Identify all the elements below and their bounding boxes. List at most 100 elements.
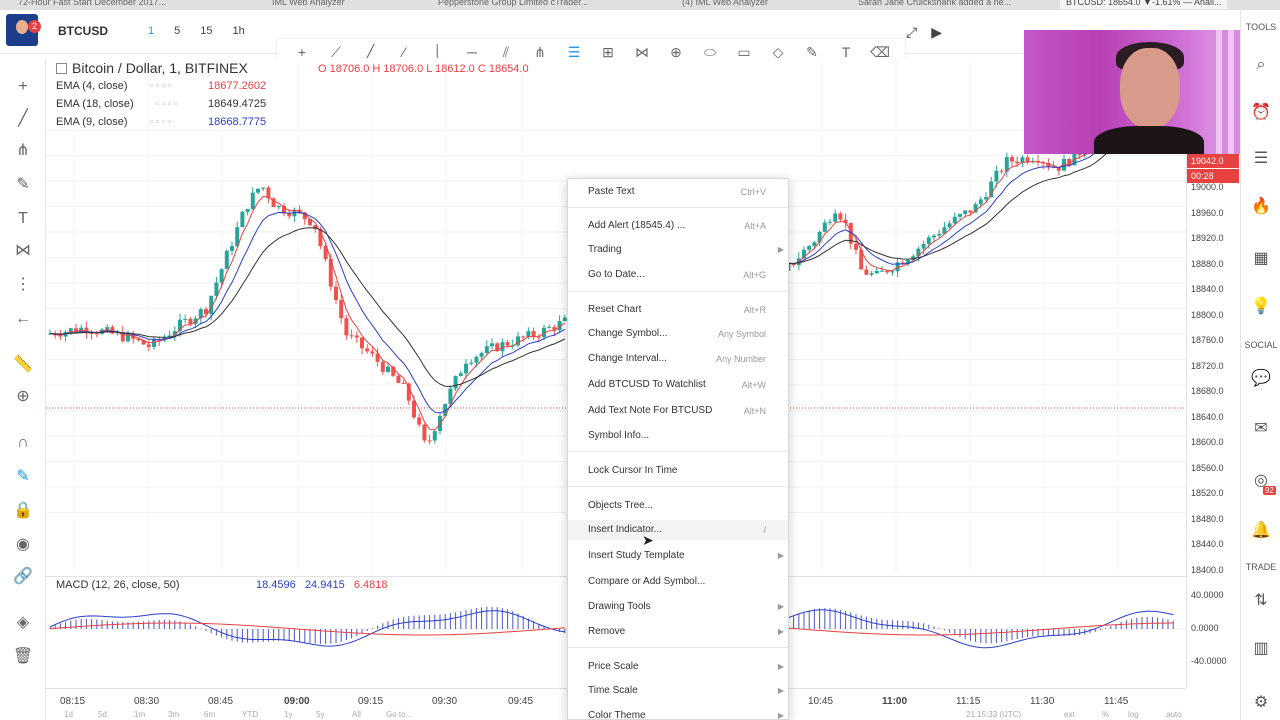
rectangle-icon[interactable]: ▭ [737,43,751,60]
browser-tab[interactable]: 72-Hour Fast Start December 2017... [18,0,167,7]
eye-icon[interactable]: ◉ [16,536,30,553]
menu-item-add-alert-18545-4[interactable]: Add Alert (18545.4) ... Alt+A [568,216,788,236]
vertical-line-icon[interactable]: │ [433,44,443,60]
date-range-button[interactable]: 3m [168,710,180,719]
back-arrow-icon[interactable]: ← [15,310,31,327]
browser-tab[interactable]: IML Web Analyzer [272,0,345,7]
date-range-button[interactable]: % [1102,710,1110,719]
dom-icon[interactable]: ▥ [1253,640,1269,657]
trading-panel-icon[interactable]: ⇅ [1254,592,1268,609]
trend-line-icon[interactable]: ⟋ [331,43,341,60]
date-range-button[interactable]: ext [1064,710,1075,719]
layers-icon[interactable]: ◈ [16,614,30,631]
date-range-button[interactable]: 1m [134,710,146,719]
date-range-button[interactable]: All [352,710,361,719]
ema-9-legend[interactable]: EMA (9, close) ▫▫▫▫ 18668.7775 [56,116,266,128]
projection-icon[interactable]: ⊕ [670,43,682,60]
trash-icon[interactable]: 🗑 [12,648,34,665]
text-tool-icon[interactable]: T [841,44,851,60]
date-range-button[interactable]: 21:15:33 (UTC) [966,710,1022,719]
lock-icon[interactable]: 🔒 [13,502,33,519]
extended-line-icon[interactable]: ⁄ [402,44,406,60]
date-range-button[interactable]: Go to... [386,710,413,719]
eraser-icon[interactable]: ⌫ [870,43,890,60]
menu-item-change-symbol[interactable]: Change Symbol... Any Symbol [568,324,788,344]
interval-1m-button[interactable]: 1 [148,25,155,37]
notifications-bell-icon[interactable]: 🔔 [1251,522,1271,539]
search-icon[interactable]: ⌕ [1256,56,1266,73]
date-range-button[interactable]: log [1128,710,1139,719]
menu-item-paste-text[interactable]: Paste Text Ctrl+V [568,182,788,202]
calendar-icon[interactable]: ▦ [1253,250,1269,267]
chat-icon[interactable]: 💬 [1251,370,1271,387]
menu-item-objects-tree[interactable]: Objects Tree... [568,496,788,516]
crosshair-icon[interactable]: + [297,44,307,60]
date-range-button[interactable]: auto [1166,710,1182,719]
settings-gear-icon[interactable]: ⚙ [1253,694,1269,711]
menu-item-time-scale[interactable]: Time Scale ▶ [568,681,788,701]
interval-15m-button[interactable]: 15 [200,25,213,37]
menu-item-drawing-tools[interactable]: Drawing Tools ▶ [568,597,788,617]
menu-item-insert-study-template[interactable]: Insert Study Template ▶ [568,546,788,566]
menu-item-insert-indicator[interactable]: Insert Indicator... / [568,520,788,540]
ema-18-legend[interactable]: EMA (18, close) ▫▫▫▫ 18649.4725 [56,98,266,110]
polyline-icon[interactable]: ◇ [772,43,784,60]
menu-item-price-scale[interactable]: Price Scale ▶ [568,657,788,677]
stay-in-drawing-mode-icon[interactable]: ✎ [16,468,30,485]
symbol-search-input[interactable]: BTCUSD [58,24,108,38]
pitchfork-icon[interactable]: ⋔ [16,142,30,159]
ema-4-legend[interactable]: EMA (4, close) ▫▫▫▫ 18677.2602 [56,80,266,92]
link-icon[interactable]: 🔗 [13,568,33,585]
menu-item-remove[interactable]: Remove ▶ [568,622,788,642]
menu-item-change-interval[interactable]: Change Interval... Any Number [568,349,788,369]
menu-item-trading[interactable]: Trading ▶ [568,240,788,260]
date-range-button[interactable]: 1d [64,710,73,719]
crosshair-icon[interactable]: + [18,78,28,95]
indicator-buttons[interactable]: ▫▫▫▫ [149,116,174,128]
date-range-button[interactable]: 6m [204,710,216,719]
fib-retracement-icon[interactable]: ☰ [567,43,581,60]
zoom-in-icon[interactable]: ⊕ [16,388,30,405]
pattern-icon[interactable]: ⋈ [635,43,649,60]
date-range-button[interactable]: 5y [316,710,325,719]
ruler-icon[interactable]: 📏 [13,356,33,373]
interval-5m-button[interactable]: 5 [174,25,181,37]
fullscreen-icon[interactable]: ⤢ [906,24,918,40]
pitchfork-icon[interactable]: ⋔ [534,43,546,60]
pattern-icon[interactable]: ⋈ [15,242,31,259]
menu-item-add-text-note-for-btcusd[interactable]: Add Text Note For BTCUSD Alt+N [568,401,788,421]
indicator-buttons[interactable]: ▫▫▫▫ [149,80,174,92]
brush-icon[interactable]: ✎ [16,176,30,193]
menu-item-add-btcusd-to-watchlist[interactable]: Add BTCUSD To Watchlist Alt+W [568,375,788,395]
interval-1h-button[interactable]: 1h [232,25,245,37]
macd-legend[interactable]: MACD (12, 26, close, 50) [56,579,180,591]
trend-line-icon[interactable]: ╱ [18,110,28,127]
ideas-bulb-icon[interactable]: 💡 [1251,298,1271,315]
hotlist-flame-icon[interactable]: 🔥 [1251,198,1271,215]
collapse-legend-checkbox[interactable] [56,63,67,74]
price-scale[interactable]: 19000.0 18960.0 18920.0 18880.0 18840.0 18800… [1186,58,1240,688]
ellipse-icon[interactable]: ⬭ [704,43,716,60]
browser-tab[interactable]: Sarah Jane Cruickshank added a ne... [858,0,1012,7]
parallel-channel-icon[interactable]: ⫽ [502,43,510,60]
menu-item-symbol-info[interactable]: Symbol Info... [568,426,788,446]
gann-box-icon[interactable]: ⊞ [602,43,614,60]
menu-item-color-theme[interactable]: Color Theme ▶ [568,706,788,720]
browser-tab-active[interactable]: BTCUSD: 18654.0 ▼-1.61% — Anali... [1060,0,1228,9]
ray-icon[interactable]: ╱ [365,43,375,60]
menu-item-go-to-date[interactable]: Go to Date... Alt+G [568,265,788,285]
date-range-button[interactable]: 5d [98,710,107,719]
menu-item-compare-or-add-symbol[interactable]: Compare or Add Symbol... [568,572,788,592]
replay-play-icon[interactable]: ▶ [931,24,942,40]
horizontal-line-icon[interactable]: ─ [467,44,477,60]
browser-tab[interactable]: (4) IML Web Analyzer [682,0,769,7]
menu-item-reset-chart[interactable]: Reset Chart Alt+R [568,300,788,320]
date-range-button[interactable]: 1y [284,710,293,719]
menu-item-lock-cursor-in-time[interactable]: Lock Cursor In Time [568,461,788,481]
brush-icon[interactable]: ✎ [806,43,818,60]
prediction-icon[interactable]: ⋮ [15,276,31,293]
browser-tab[interactable]: Pepperstone Group Limited cTrader... [438,0,589,7]
date-range-button[interactable]: YTD [242,710,258,719]
messages-icon[interactable]: ✉ [1254,420,1268,437]
indicator-buttons[interactable]: ▫▫▫▫ [155,98,180,110]
